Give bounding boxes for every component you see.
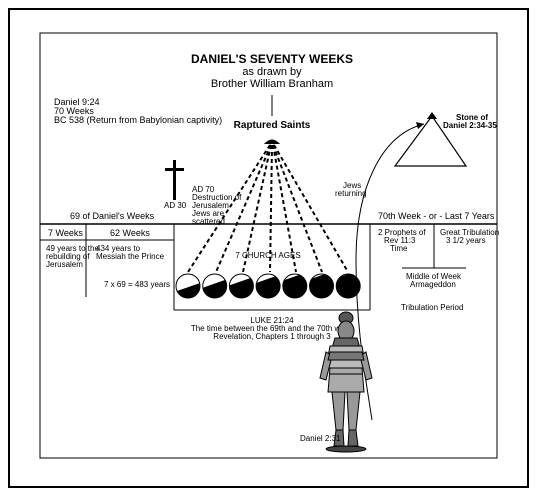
church-age-dark [229, 277, 254, 298]
statue-right-foot [347, 429, 359, 447]
reference-line: 70 Weeks [54, 106, 94, 116]
church-age-ring [282, 273, 308, 299]
ad30-label: AD 30 [164, 201, 187, 210]
church-age-ring [309, 273, 334, 299]
rapture-cloud-icon [264, 139, 280, 144]
two-prophets-note: Rev 11:3 [384, 236, 416, 245]
outer-border [8, 8, 529, 488]
ad70-note: AD 70 Destruction of Jerusalem Jews are … [192, 185, 242, 226]
church-age-ring [228, 273, 254, 299]
ad70-line: scattered [192, 217, 225, 226]
stone-apex [427, 112, 437, 119]
rapture-rays [187, 144, 349, 273]
rapture-ray [269, 144, 273, 273]
church-age-ring [175, 273, 201, 299]
seventieth-week-label: 70th Week - or - Last 7 Years [378, 211, 495, 221]
church-age-dark [309, 274, 334, 298]
church-age-dark [202, 279, 227, 298]
great-tribulation-note: Great Tribulation [440, 228, 499, 237]
sixty-nine-weeks-label: 69 of Daniel's Weeks [70, 211, 155, 221]
sixty-two-weeks-note: 434 years to [96, 244, 141, 253]
ad70-line: AD 70 [192, 185, 215, 194]
middle-week-note: Armageddon [410, 280, 456, 289]
ad70-line: Destruction of [192, 193, 242, 202]
church-age-circle [309, 273, 334, 299]
statue-belly [327, 367, 365, 393]
rapture-ray [242, 144, 272, 273]
luke-note: The time between the 69th and the 70th w… [191, 324, 354, 333]
stone-label: Stone of [456, 113, 488, 122]
stone-arrow-icon [416, 122, 424, 129]
seven-weeks-label: 7 Weeks [48, 228, 83, 238]
rapture-ray [273, 144, 349, 273]
rapture-ray [272, 144, 297, 273]
equation-label: 7 x 69 = 483 years [104, 280, 170, 289]
seven-weeks-note: rebuilding of [46, 252, 90, 261]
ad70-line: Jerusalem [192, 201, 229, 210]
cross-beam [165, 168, 184, 171]
middle-week-note: Middle of Week [406, 272, 462, 281]
church-age-circle [282, 273, 308, 299]
church-age-dark [282, 274, 307, 298]
rapture-ray [272, 144, 323, 273]
stone-of-daniel-icon [393, 114, 468, 167]
church-age-dark [176, 283, 200, 298]
church-age-circle [255, 273, 281, 299]
seven-weeks-note: Jerusalem [46, 260, 83, 269]
church-age-dark [336, 274, 361, 298]
reference-line: Daniel 9:24 [54, 97, 100, 107]
church-age-dark [256, 274, 281, 298]
two-prophets-note: 2 Prophets of [378, 228, 426, 237]
statue-folded-arms [327, 351, 365, 361]
rapture-ray [215, 144, 272, 273]
church-ages-group [175, 273, 361, 299]
raptured-saints-label: Raptured Saints [234, 120, 311, 131]
church-age-circle [202, 273, 228, 299]
daniel-231-label: Daniel 2:31 [300, 434, 341, 443]
luke-note: LUKE 21:24 [250, 316, 294, 325]
diagram-subtitle-1: as drawn by [242, 66, 302, 78]
church-ages-label: 7 CHURCH AGES [235, 251, 300, 260]
jews-returning-label: Jews [343, 181, 361, 190]
reference-line: BC 538 (Return from Babylonian captivity… [54, 115, 222, 125]
stone-label: Daniel 2:34-35 [443, 121, 497, 130]
church-age-circle [175, 273, 201, 299]
church-age-circle [228, 273, 254, 299]
statue-figure-icon [319, 311, 373, 453]
reference-block: Daniel 9:24 70 Weeks BC 538 (Return from… [54, 97, 222, 125]
two-prophets-note: Time [390, 244, 408, 253]
tribulation-period-label: Tribulation Period [401, 303, 463, 312]
church-age-ring [202, 273, 228, 299]
church-age-circle [335, 273, 361, 299]
jews-returning-label: returning [335, 189, 367, 198]
cross-post [173, 160, 176, 200]
statue-left-leg [331, 391, 346, 431]
sixty-two-weeks-label: 62 Weeks [110, 228, 150, 238]
cross-icon [165, 160, 184, 200]
church-age-ring [335, 273, 361, 299]
seven-weeks-note: 49 years to the [46, 244, 99, 253]
church-age-ring [255, 273, 281, 299]
ad70-line: Jews are [192, 209, 225, 218]
diagram-title: DANIEL'S SEVENTY WEEKS [191, 52, 353, 66]
great-tribulation-note: 3 1/2 years [446, 236, 486, 245]
luke-note: Revelation, Chapters 1 through 3 [213, 332, 331, 341]
inner-frame [39, 32, 498, 459]
diagram-subtitle-2: Brother William Branham [211, 78, 333, 90]
sixty-two-weeks-note: Messiah the Prince [96, 252, 165, 261]
statue-base [325, 445, 367, 453]
statue-right-leg [346, 391, 361, 431]
